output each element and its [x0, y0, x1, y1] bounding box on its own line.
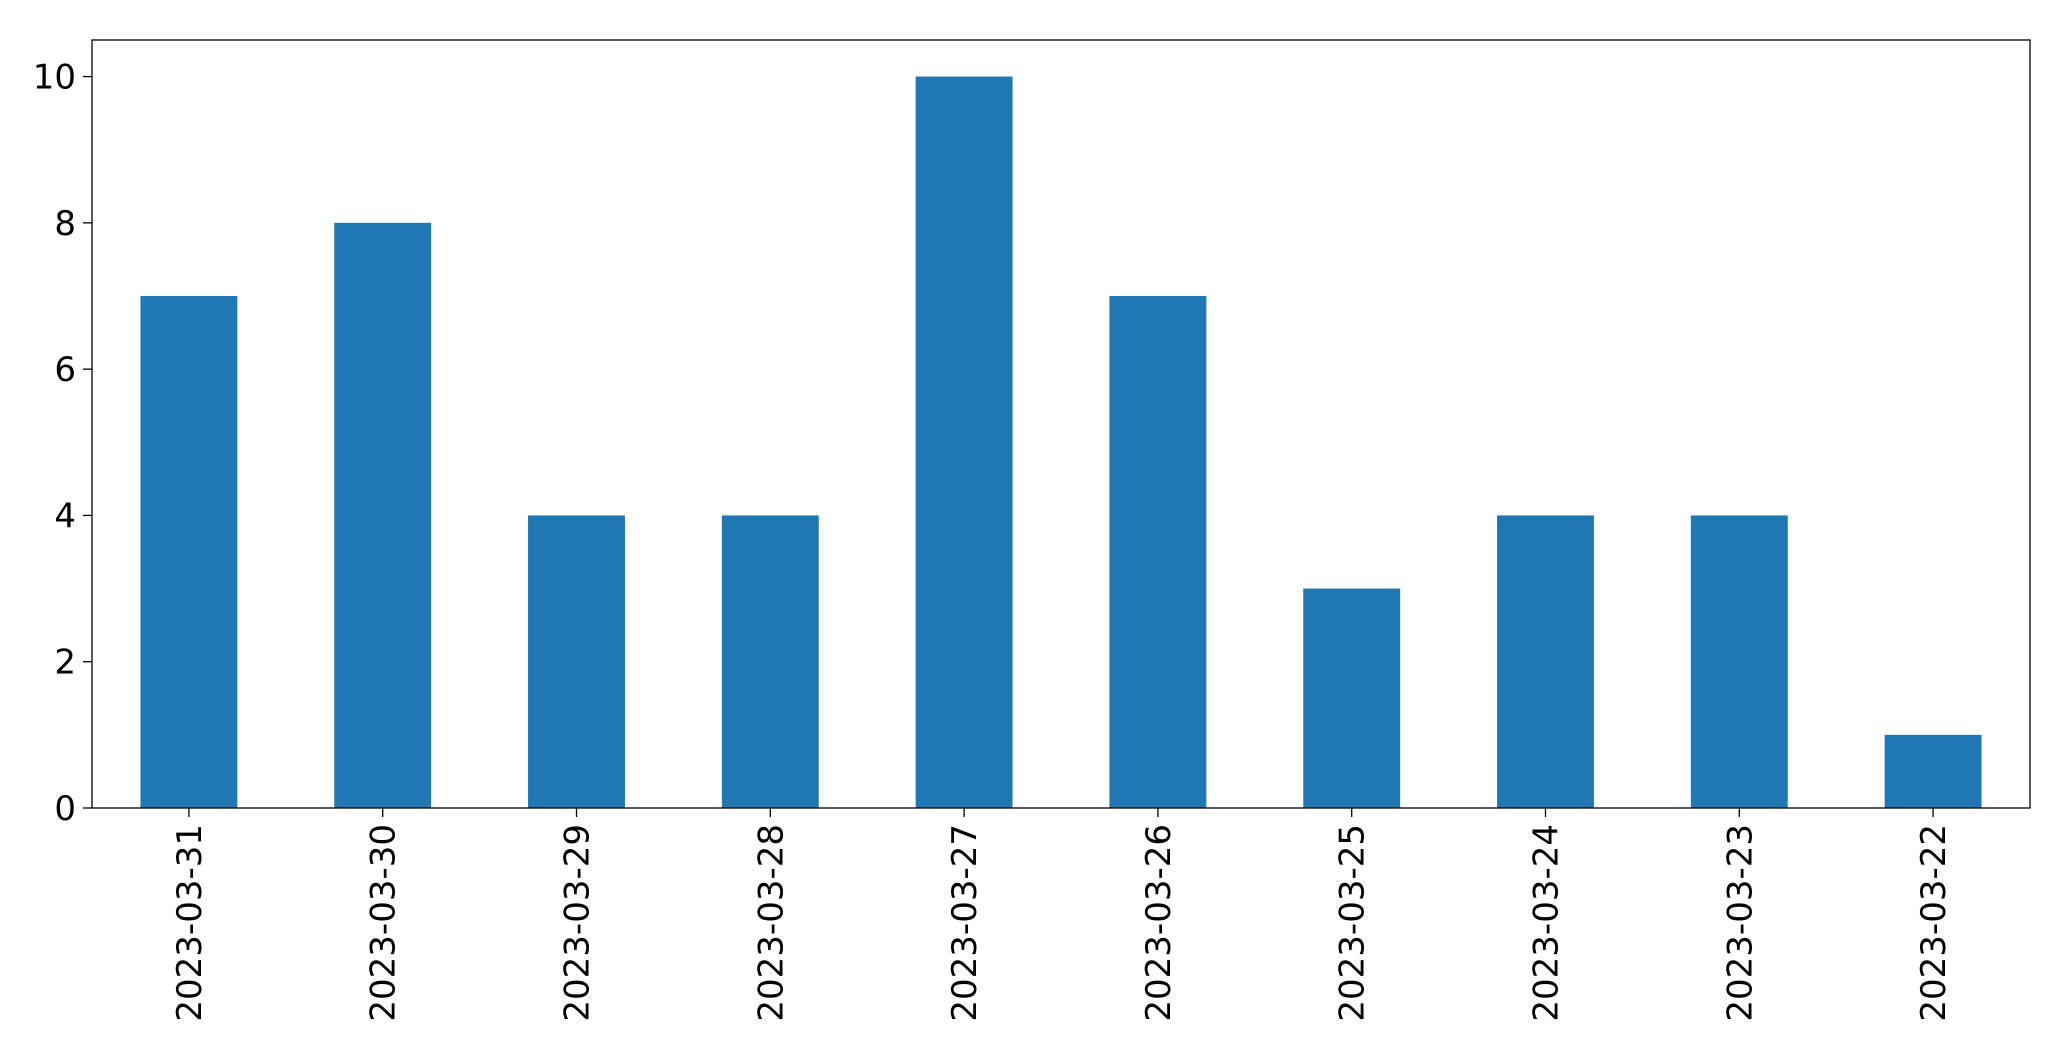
bar [915, 76, 1013, 809]
bar [1497, 515, 1594, 808]
bar [1303, 588, 1401, 808]
x-tick-label: 2023-03-27 [945, 824, 985, 1022]
x-tick-label: 2023-03-29 [558, 824, 598, 1022]
x-tick-label: 2023-03-22 [1914, 824, 1954, 1022]
x-tick-label: 2023-03-30 [364, 824, 404, 1022]
bar [528, 515, 625, 808]
bar [1109, 296, 1207, 808]
bar [1690, 515, 1788, 808]
y-tick-label: 6 [54, 350, 76, 390]
bar [1884, 734, 1982, 808]
x-tick-label: 2023-03-25 [1333, 824, 1373, 1022]
x-tick-label: 2023-03-24 [1527, 824, 1567, 1022]
x-tick-label: 2023-03-28 [751, 824, 791, 1022]
y-tick-label: 8 [54, 204, 76, 244]
bar [334, 222, 432, 808]
y-tick-label: 10 [33, 58, 76, 98]
y-tick-label: 4 [54, 496, 76, 536]
x-tick-label: 2023-03-23 [1720, 824, 1760, 1022]
bar [721, 515, 819, 808]
x-tick-label: 2023-03-26 [1139, 824, 1179, 1022]
bar [140, 296, 238, 808]
x-tick-label: 2023-03-31 [170, 824, 210, 1022]
y-tick-label: 2 [54, 643, 76, 683]
plot-frame [91, 39, 2031, 809]
y-tick-label: 0 [54, 789, 76, 829]
